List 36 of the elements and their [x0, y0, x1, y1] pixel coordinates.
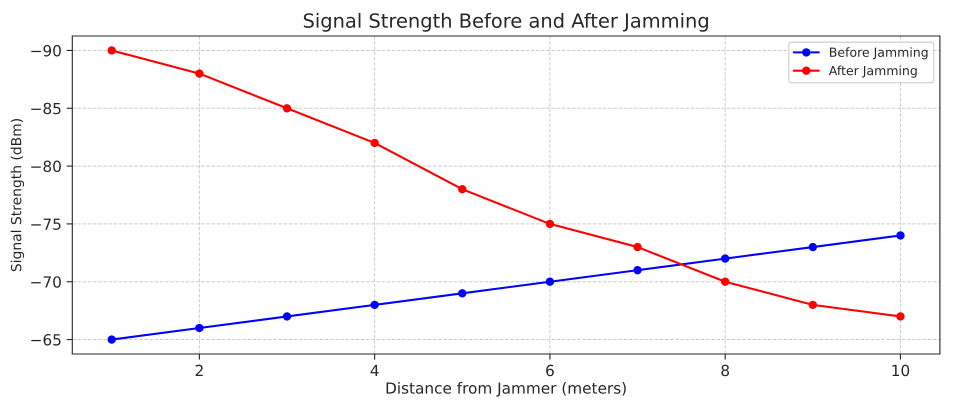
y-tick-label: −80 — [31, 160, 61, 172]
point — [896, 231, 905, 240]
y-tick-label: −90 — [31, 44, 61, 56]
x-tick-label: 10 — [892, 364, 910, 376]
point — [195, 324, 204, 332]
point — [633, 266, 642, 274]
x-tick-label: 6 — [546, 364, 554, 376]
legend-label: After Jamming — [828, 66, 917, 78]
x-tick-label: 4 — [370, 364, 379, 376]
point — [808, 300, 817, 310]
point — [808, 242, 817, 252]
chart-title: Signal Strength Before and After Jamming — [304, 12, 708, 32]
point — [370, 138, 379, 148]
y-tick-label: −75 — [31, 218, 61, 230]
legend-label: Before Jamming — [830, 47, 928, 60]
point — [546, 220, 554, 228]
point — [108, 46, 116, 55]
point — [108, 335, 116, 344]
point — [546, 278, 554, 286]
point — [282, 104, 292, 112]
point — [633, 242, 642, 252]
point — [370, 300, 379, 310]
x-axis-title: Distance from Jammer (meters) — [386, 382, 626, 397]
point — [282, 312, 292, 321]
y-tick-label: −65 — [31, 334, 61, 346]
y-tick-label: −70 — [31, 276, 61, 288]
point — [721, 254, 730, 263]
point — [896, 312, 905, 321]
point — [195, 69, 204, 78]
x-tick-label: 2 — [196, 364, 203, 376]
point — [721, 278, 730, 286]
x-tick-label: 8 — [721, 364, 730, 376]
y-axis-title: Signal Strength (dBm) — [10, 119, 24, 272]
point — [458, 289, 466, 298]
y-tick-label: −85 — [31, 102, 61, 114]
point — [458, 185, 466, 194]
